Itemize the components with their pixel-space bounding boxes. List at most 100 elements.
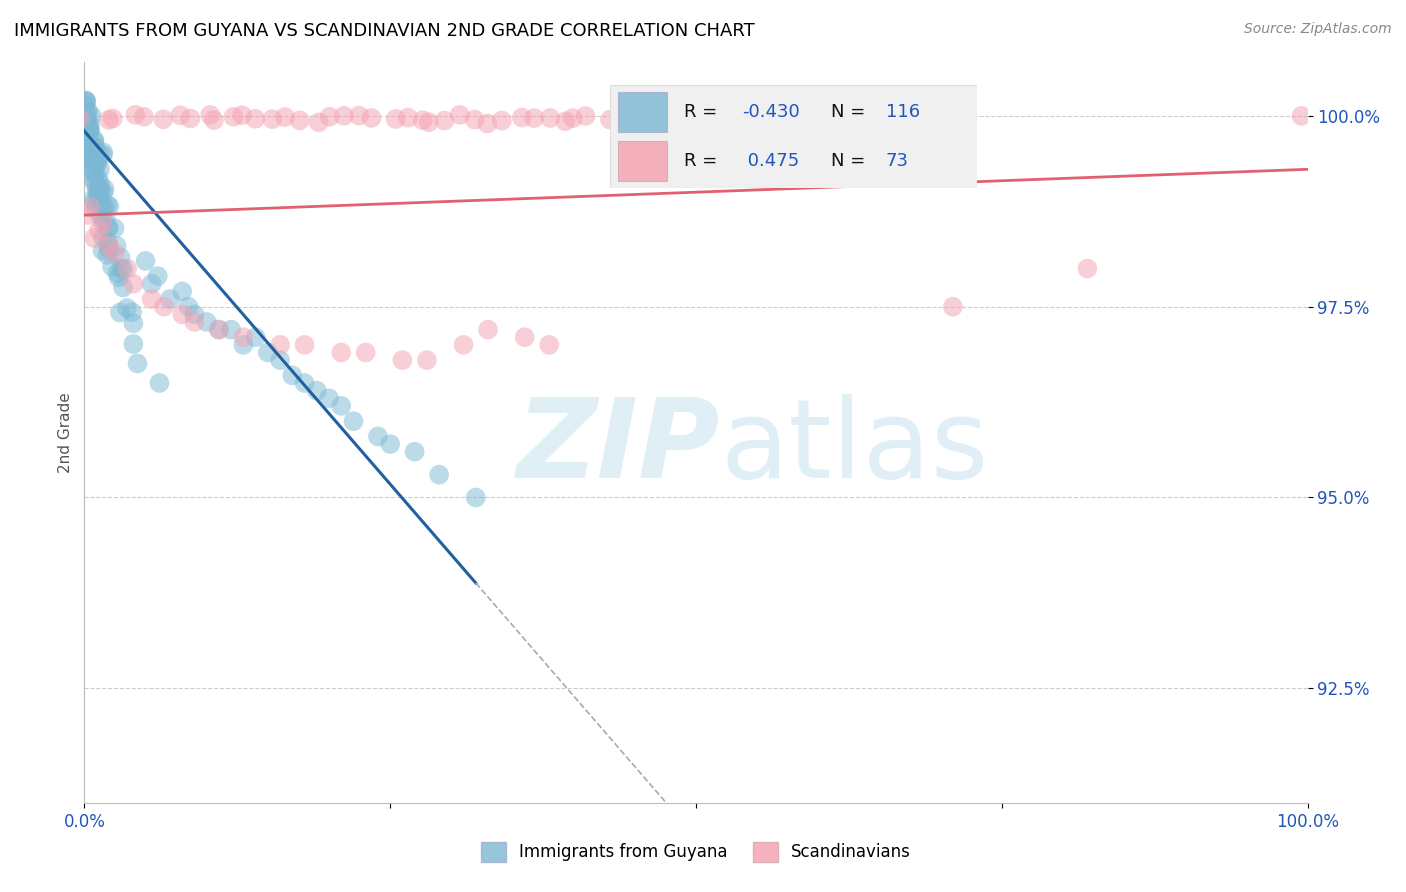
Point	[97, 112, 120, 127]
Point	[77, 208, 100, 222]
Point	[75, 132, 97, 146]
Point	[104, 246, 127, 260]
Point	[75, 95, 97, 109]
Point	[110, 261, 132, 276]
Point	[75, 94, 97, 108]
Point	[79, 161, 101, 175]
Point	[76, 106, 98, 120]
Point	[111, 280, 134, 294]
Point	[107, 270, 129, 285]
Point	[87, 171, 110, 186]
Point	[699, 113, 721, 128]
Point	[83, 139, 105, 153]
Point	[676, 112, 699, 126]
Point	[91, 216, 114, 230]
Point	[183, 315, 205, 329]
Point	[1076, 261, 1098, 276]
Text: IMMIGRANTS FROM GUYANA VS SCANDINAVIAN 2ND GRADE CORRELATION CHART: IMMIGRANTS FROM GUYANA VS SCANDINAVIAN 2…	[14, 22, 755, 40]
Point	[513, 330, 536, 344]
Point	[652, 112, 675, 126]
Point	[93, 213, 115, 227]
Point	[208, 322, 231, 336]
Point	[77, 124, 100, 138]
Point	[219, 322, 242, 336]
Point	[269, 353, 291, 368]
Point	[83, 154, 105, 169]
Point	[84, 202, 107, 216]
Point	[108, 305, 131, 319]
Point	[243, 112, 266, 126]
Point	[141, 277, 163, 291]
Point	[103, 221, 125, 235]
Point	[153, 300, 176, 314]
Point	[89, 162, 111, 177]
Point	[148, 376, 170, 390]
Point	[86, 182, 108, 196]
Point	[84, 154, 107, 169]
Point	[491, 113, 513, 128]
Point	[232, 338, 254, 352]
Point	[418, 115, 440, 129]
Point	[94, 212, 117, 227]
Point	[262, 112, 284, 127]
Point	[942, 300, 965, 314]
Point	[231, 108, 253, 122]
Point	[76, 140, 98, 154]
Point	[305, 384, 328, 398]
Point	[77, 118, 100, 132]
Point	[93, 186, 115, 200]
Point	[274, 110, 297, 124]
Point	[384, 112, 406, 126]
Point	[86, 193, 108, 207]
Point	[222, 110, 245, 124]
Point	[396, 111, 419, 125]
Point	[76, 112, 98, 126]
Point	[76, 155, 98, 169]
Point	[91, 145, 114, 160]
Point	[122, 316, 145, 330]
Point	[183, 307, 205, 321]
Point	[269, 338, 291, 352]
Point	[453, 338, 475, 352]
Point	[510, 111, 533, 125]
Point	[75, 122, 97, 136]
Legend: Immigrants from Guyana, Scandinavians: Immigrants from Guyana, Scandinavians	[474, 835, 918, 869]
Point	[97, 221, 120, 235]
Point	[86, 186, 108, 200]
Point	[79, 117, 101, 131]
Point	[97, 236, 120, 251]
Point	[82, 192, 104, 206]
Point	[76, 141, 98, 155]
Text: Source: ZipAtlas.com: Source: ZipAtlas.com	[1244, 22, 1392, 37]
Point	[330, 345, 353, 359]
Point	[177, 300, 200, 314]
Point	[93, 182, 115, 196]
Point	[464, 112, 486, 127]
Point	[664, 110, 686, 124]
Point	[288, 113, 311, 128]
Point	[232, 330, 254, 344]
Point	[75, 122, 97, 136]
Point	[367, 429, 389, 443]
Text: atlas: atlas	[720, 394, 988, 501]
Point	[97, 238, 120, 252]
Point	[354, 345, 377, 359]
Point	[391, 353, 413, 368]
Point	[83, 135, 105, 149]
Point	[202, 113, 225, 128]
Point	[80, 109, 103, 123]
Point	[141, 292, 163, 306]
Point	[360, 111, 382, 125]
Point	[179, 112, 201, 126]
Point	[87, 147, 110, 161]
Point	[195, 315, 218, 329]
Point	[96, 248, 118, 262]
Point	[121, 305, 143, 319]
Point	[91, 244, 114, 258]
Point	[77, 139, 100, 153]
Point	[80, 145, 103, 160]
Point	[477, 116, 499, 130]
Point	[90, 182, 112, 196]
Point	[87, 223, 110, 237]
Point	[83, 176, 105, 190]
